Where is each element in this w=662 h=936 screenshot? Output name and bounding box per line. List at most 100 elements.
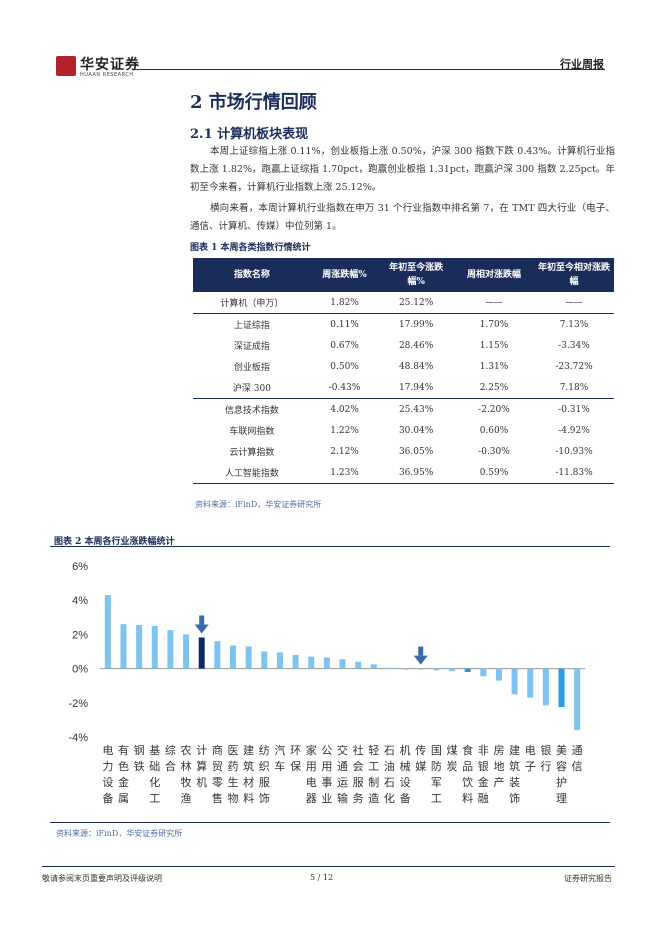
table-cell: -10.93% xyxy=(555,446,593,457)
x-tick-label: 子 xyxy=(525,760,536,773)
x-tick-label: 力 xyxy=(102,760,113,773)
table-cell: 17.99% xyxy=(378,313,454,335)
x-tick-label: 银 xyxy=(540,743,551,757)
x-tick-label: 有 xyxy=(118,743,129,757)
table-cell: 沪深 300 xyxy=(232,384,271,394)
table-cell: 1.23% xyxy=(310,462,379,484)
x-tick-label: 运 xyxy=(337,776,348,789)
x-tick-label: 造 xyxy=(368,791,379,805)
x-tick-label: 服 xyxy=(259,776,270,789)
x-tick-label: 机 xyxy=(196,775,207,789)
x-tick-label: 饮 xyxy=(462,776,473,789)
bar xyxy=(292,654,299,669)
table-cell: 0.60% xyxy=(479,425,509,436)
footer-label: 证券研究报告 xyxy=(564,874,612,883)
bar xyxy=(323,657,330,669)
bar xyxy=(464,668,471,673)
table-row: 车联网指数 1.22% 30.04% 0.60% -4.92% xyxy=(193,420,614,441)
bar xyxy=(574,668,581,731)
x-tick-label: 筑 xyxy=(243,759,254,773)
x-tick-label: 林 xyxy=(181,759,192,773)
x-tick-label: 药 xyxy=(227,760,238,773)
x-tick-label: 零 xyxy=(212,776,223,789)
bar xyxy=(120,624,127,669)
header-cell: 周涨跌幅% xyxy=(310,258,379,292)
table-row: 人工智能指数 1.23% 36.95% 0.59% -11.83% xyxy=(193,462,614,484)
table-cell: -3.34% xyxy=(558,340,590,351)
chart-source-divider xyxy=(50,822,610,823)
bar xyxy=(229,645,236,669)
arrow-marker-icon xyxy=(199,615,205,625)
table-cell: 云计算指数 xyxy=(229,448,275,458)
bar xyxy=(449,668,456,672)
header-cell: 周相对涨跌幅 xyxy=(454,258,534,292)
x-tick-label: 务 xyxy=(353,792,364,805)
table-cell: —— xyxy=(484,297,503,308)
table-row: 云计算指数 2.12% 36.05% -0.30% -10.93% xyxy=(193,441,614,462)
x-tick-label: 电 xyxy=(102,744,113,757)
bar xyxy=(355,661,362,669)
x-tick-label: 品 xyxy=(462,760,473,773)
x-tick-label: 防 xyxy=(431,759,442,773)
x-tick-label: 容 xyxy=(556,759,567,773)
table-cell: —— xyxy=(564,297,583,308)
x-tick-label: 金 xyxy=(478,775,489,789)
x-tick-label: 产 xyxy=(493,775,504,789)
bar xyxy=(136,624,143,669)
header-cell: 年初至今相对涨跌幅 xyxy=(533,258,614,292)
x-tick-label: 房 xyxy=(493,744,504,757)
table-caption: 图表 1 本周各类指数行情统计 xyxy=(190,243,311,253)
bar xyxy=(527,668,534,698)
footer-divider xyxy=(42,866,615,867)
table-row: 沪深 300 -0.43% 17.94% 2.25% 7.18% xyxy=(193,377,614,399)
x-tick-label: 车 xyxy=(274,759,285,773)
chart-caption-divider xyxy=(50,546,610,547)
table-cell: 2.25% xyxy=(479,382,509,393)
bar xyxy=(370,664,377,669)
bar xyxy=(261,651,268,669)
x-tick-label: 建 xyxy=(509,743,520,757)
x-tick-label: 综 xyxy=(165,743,176,757)
x-tick-label: 商 xyxy=(212,743,223,757)
x-tick-label: 物 xyxy=(227,791,238,805)
x-tick-label: 器 xyxy=(306,792,317,805)
x-tick-label: 理 xyxy=(556,792,567,805)
x-tick-label: 媒 xyxy=(415,760,426,773)
x-tick-label: 食 xyxy=(462,743,473,757)
x-tick-label: 石 xyxy=(384,744,395,757)
x-tick-label: 汽 xyxy=(274,743,285,757)
table-cell: 25.43% xyxy=(378,398,454,420)
x-tick-label: 铁 xyxy=(134,760,145,773)
table-cell: -23.72% xyxy=(555,361,593,372)
x-tick-label: 地 xyxy=(493,760,504,773)
x-tick-label: 筑 xyxy=(509,759,520,773)
report-type: 行业周报 xyxy=(560,58,604,71)
table-cell: 人工智能指数 xyxy=(193,462,311,484)
table-cell: 1.15% xyxy=(479,340,509,351)
x-tick-label: 农 xyxy=(181,743,192,757)
x-tick-label: 事 xyxy=(321,776,332,789)
table-header-row: 指数名称 周涨跌幅% 年初至今涨跌幅% 周相对涨跌幅 年初至今相对涨跌幅 xyxy=(193,258,614,292)
x-tick-label: 料 xyxy=(462,791,473,805)
x-tick-label: 电 xyxy=(306,776,317,789)
x-tick-label: 银 xyxy=(478,759,489,773)
x-tick-label: 煤 xyxy=(447,744,458,757)
x-tick-label: 电 xyxy=(525,744,536,757)
x-tick-label: 计 xyxy=(196,744,207,757)
x-tick-label: 传 xyxy=(415,744,426,757)
x-tick-label: 生 xyxy=(227,775,238,789)
x-tick-label: 基 xyxy=(149,744,160,757)
table-cell: 7.13% xyxy=(533,313,614,335)
x-tick-label: 油 xyxy=(384,759,395,773)
logo-text: 华安证券 xyxy=(80,57,140,73)
x-tick-label: 设 xyxy=(102,776,113,789)
index-table: 指数名称 周涨跌幅% 年初至今涨跌幅% 周相对涨跌幅 年初至今相对涨跌幅 计算机… xyxy=(193,258,614,484)
table-cell: 0.67% xyxy=(330,340,359,351)
bar xyxy=(480,668,487,677)
x-tick-label: 环 xyxy=(290,744,301,757)
x-tick-label: 属 xyxy=(118,792,129,805)
y-tick-label: -4% xyxy=(68,732,88,744)
table-cell: 36.05% xyxy=(398,446,434,457)
bar xyxy=(386,667,393,669)
header-cell: 年初至今涨跌幅% xyxy=(378,258,454,292)
